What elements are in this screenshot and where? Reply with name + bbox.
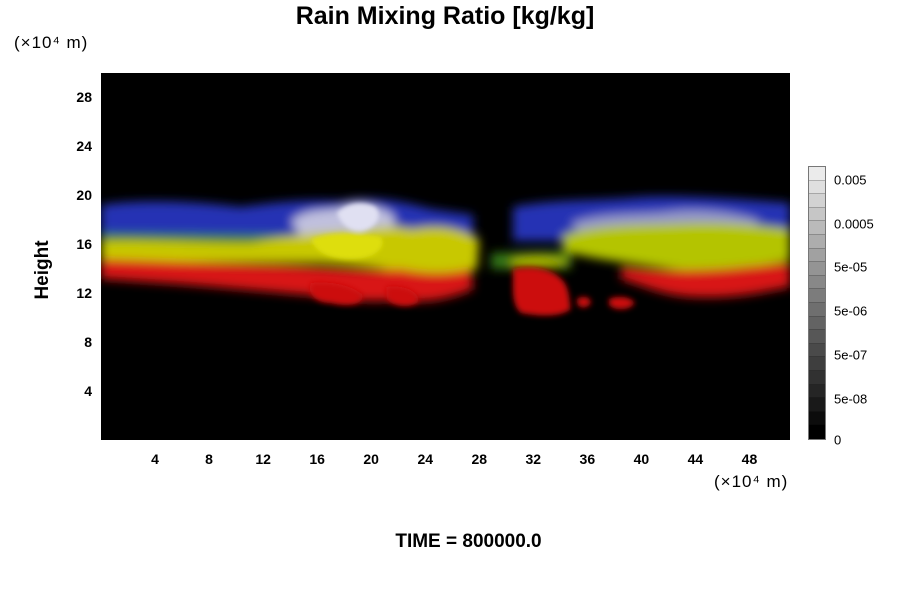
colorbar-label: 5e-06	[834, 303, 868, 319]
colorbar-step	[809, 302, 825, 317]
red-patch-3	[609, 296, 635, 310]
x-tick-label: 32	[525, 451, 542, 467]
colorbar-step	[809, 384, 825, 399]
colorbar-step	[809, 207, 825, 222]
colorbar-step	[809, 234, 825, 249]
colorbar-step	[809, 357, 825, 371]
colorbar-step	[809, 425, 825, 439]
colorbar-label: 5e-08	[834, 391, 868, 407]
red-patch-1	[309, 282, 363, 305]
x-tick-label: 4	[151, 451, 159, 467]
x-tick-label: 44	[687, 451, 704, 467]
colorbar-label: 0.005	[834, 172, 867, 188]
colorbar-step	[809, 289, 825, 303]
plot-area	[101, 73, 790, 440]
y-tick-label: 16	[76, 236, 92, 253]
x-axis-unit: (×10⁴ m)	[714, 472, 789, 491]
x-tick-label: 12	[255, 451, 271, 467]
yellow-region-left	[101, 226, 479, 276]
x-tick-label: 40	[633, 451, 650, 467]
colorbar-step	[809, 194, 825, 208]
colorbar-step	[809, 221, 825, 235]
colorbar-step	[809, 275, 825, 290]
red-region-left	[101, 259, 473, 302]
white-peak	[337, 203, 379, 232]
time-label: TIME = 800000.0	[395, 531, 542, 552]
x-tick-label: 36	[579, 451, 596, 467]
x-tick-label: 28	[471, 451, 488, 467]
colorbar-step	[809, 343, 825, 358]
x-tick-label: 48	[741, 451, 758, 467]
y-tick-label: 20	[76, 187, 92, 204]
colorbar-label: 5e-07	[834, 347, 868, 363]
colorbar	[808, 166, 826, 440]
yellow-region-mid	[511, 255, 571, 269]
x-tick-label: 20	[363, 451, 379, 467]
y-tick-label: 12	[76, 285, 92, 302]
chart-title: Rain Mixing Ratio [kg/kg]	[295, 2, 595, 30]
colorbar-label: 0.0005	[834, 216, 874, 232]
yellow-region-right	[563, 222, 790, 271]
colorbar-step	[809, 398, 825, 412]
y-tick-label: 8	[84, 334, 92, 351]
colorbar-step	[809, 411, 825, 426]
x-tick-label: 24	[417, 451, 434, 467]
colorbar-label: 5e-05	[834, 259, 868, 275]
y-axis-unit: (×10⁴ m)	[14, 33, 89, 52]
red-patch-2	[386, 286, 419, 307]
y-tick-label: 4	[84, 383, 92, 400]
x-tick-label: 8	[205, 451, 213, 467]
colorbar-step	[809, 316, 825, 331]
colorbar-step	[809, 248, 825, 263]
red-drip-center	[512, 267, 571, 316]
y-tick-label: 24	[76, 138, 92, 155]
colorbar-step	[809, 167, 825, 181]
red-patch-4	[577, 296, 591, 308]
colorbar-step	[809, 330, 825, 344]
colorbar-step	[809, 180, 825, 195]
colorbar-label: 0	[834, 432, 842, 448]
red-region-right	[621, 263, 790, 298]
yellow-bright	[311, 233, 383, 259]
y-tick-label: 28	[76, 89, 92, 106]
x-tick-label: 16	[309, 451, 325, 467]
heatmap-field	[101, 196, 790, 316]
y-axis-label: Height	[32, 240, 53, 300]
colorbar-step	[809, 370, 825, 385]
colorbar-step	[809, 262, 825, 276]
